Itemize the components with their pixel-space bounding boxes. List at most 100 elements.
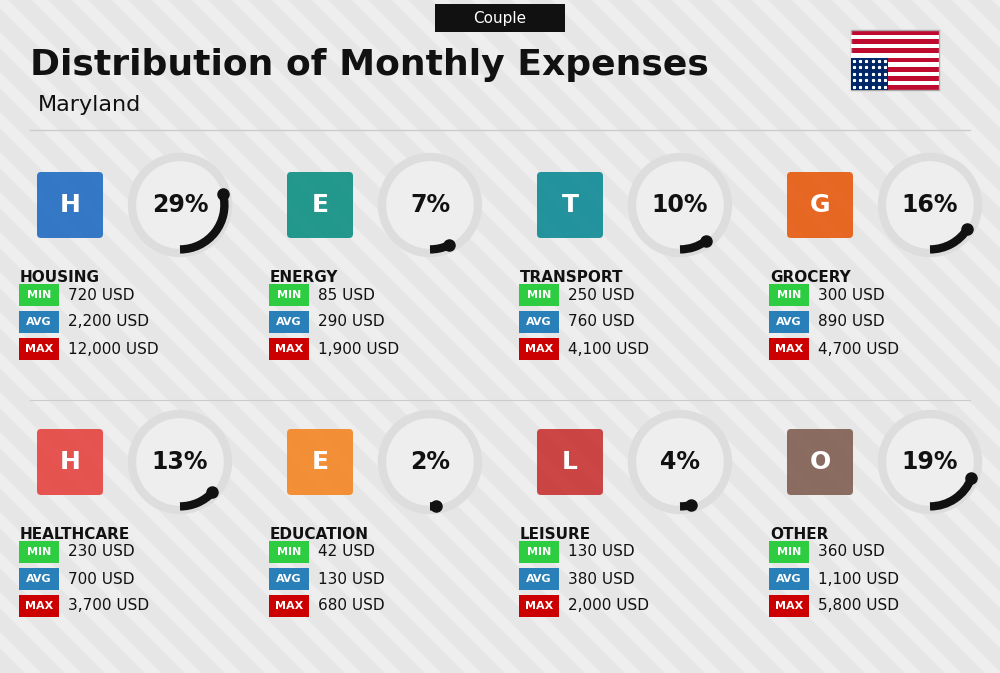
FancyBboxPatch shape [769,311,809,333]
FancyBboxPatch shape [537,172,603,238]
Text: MIN: MIN [527,547,551,557]
Text: 300 USD: 300 USD [818,287,885,302]
FancyBboxPatch shape [769,541,809,563]
FancyBboxPatch shape [851,71,939,76]
FancyBboxPatch shape [519,568,559,590]
Text: MAX: MAX [275,344,303,354]
Text: MIN: MIN [527,290,551,300]
FancyBboxPatch shape [851,63,939,67]
Circle shape [632,414,728,510]
Text: 10%: 10% [652,193,708,217]
Text: 720 USD: 720 USD [68,287,134,302]
Text: 7%: 7% [410,193,450,217]
Text: 16%: 16% [902,193,958,217]
FancyBboxPatch shape [519,595,559,617]
Text: 2,200 USD: 2,200 USD [68,314,149,330]
Text: 250 USD: 250 USD [568,287,635,302]
Text: MAX: MAX [775,601,803,611]
Circle shape [382,157,478,253]
FancyBboxPatch shape [537,429,603,495]
FancyBboxPatch shape [769,284,809,306]
FancyBboxPatch shape [19,338,59,360]
Text: 680 USD: 680 USD [318,598,385,614]
Circle shape [132,414,228,510]
Text: EDUCATION: EDUCATION [270,527,369,542]
Text: MIN: MIN [277,547,301,557]
FancyBboxPatch shape [269,311,309,333]
Text: H: H [60,450,80,474]
Text: 42 USD: 42 USD [318,544,375,559]
Text: GROCERY: GROCERY [770,270,851,285]
FancyBboxPatch shape [851,58,888,90]
FancyBboxPatch shape [769,568,809,590]
Text: AVG: AVG [526,317,552,327]
Circle shape [382,414,478,510]
FancyBboxPatch shape [519,338,559,360]
Text: 130 USD: 130 USD [568,544,635,559]
Text: 130 USD: 130 USD [318,571,385,586]
FancyBboxPatch shape [19,284,59,306]
FancyBboxPatch shape [851,81,939,85]
FancyBboxPatch shape [851,34,939,39]
Text: E: E [312,193,328,217]
Text: T: T [562,193,578,217]
Circle shape [132,157,228,253]
Circle shape [882,414,978,510]
Text: AVG: AVG [526,574,552,584]
Text: AVG: AVG [776,317,802,327]
Text: Distribution of Monthly Expenses: Distribution of Monthly Expenses [30,48,709,82]
Text: MIN: MIN [277,290,301,300]
Text: AVG: AVG [276,317,302,327]
Circle shape [882,157,978,253]
Text: MAX: MAX [775,344,803,354]
Text: 4,700 USD: 4,700 USD [818,341,899,357]
Text: MAX: MAX [25,344,53,354]
FancyBboxPatch shape [19,311,59,333]
Text: 13%: 13% [152,450,208,474]
FancyBboxPatch shape [787,429,853,495]
Text: MAX: MAX [275,601,303,611]
FancyBboxPatch shape [519,284,559,306]
Text: MIN: MIN [777,547,801,557]
Text: E: E [312,450,328,474]
Text: AVG: AVG [26,574,52,584]
FancyBboxPatch shape [269,338,309,360]
Text: 12,000 USD: 12,000 USD [68,341,159,357]
Text: 360 USD: 360 USD [818,544,885,559]
FancyBboxPatch shape [269,595,309,617]
Text: 29%: 29% [152,193,208,217]
Text: HEALTHCARE: HEALTHCARE [20,527,130,542]
Text: 3,700 USD: 3,700 USD [68,598,149,614]
Text: AVG: AVG [776,574,802,584]
Text: TRANSPORT: TRANSPORT [520,270,624,285]
FancyBboxPatch shape [269,568,309,590]
FancyBboxPatch shape [851,53,939,58]
Text: 19%: 19% [902,450,958,474]
Text: MAX: MAX [525,344,553,354]
FancyBboxPatch shape [519,541,559,563]
Text: Maryland: Maryland [38,95,141,115]
Text: 1,900 USD: 1,900 USD [318,341,399,357]
FancyBboxPatch shape [851,44,939,48]
FancyBboxPatch shape [37,172,103,238]
FancyBboxPatch shape [19,595,59,617]
FancyBboxPatch shape [519,311,559,333]
Text: MIN: MIN [27,290,51,300]
Text: G: G [810,193,830,217]
Text: MAX: MAX [25,601,53,611]
Text: 230 USD: 230 USD [68,544,135,559]
Text: MIN: MIN [27,547,51,557]
FancyBboxPatch shape [769,595,809,617]
Text: 5,800 USD: 5,800 USD [818,598,899,614]
Text: Couple: Couple [473,11,527,26]
FancyBboxPatch shape [19,541,59,563]
Text: L: L [562,450,578,474]
Text: O: O [809,450,831,474]
FancyBboxPatch shape [37,429,103,495]
FancyBboxPatch shape [435,4,565,32]
Text: 4,100 USD: 4,100 USD [568,341,649,357]
FancyBboxPatch shape [269,284,309,306]
FancyBboxPatch shape [851,30,939,90]
Text: 2%: 2% [410,450,450,474]
FancyBboxPatch shape [787,172,853,238]
